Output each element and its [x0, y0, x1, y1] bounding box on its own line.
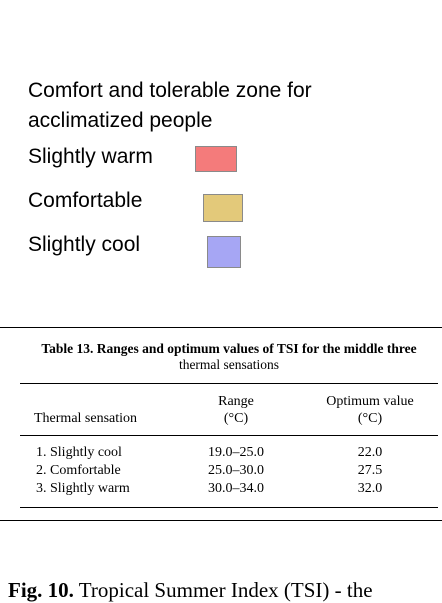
- header-bottom-rule: [20, 435, 438, 436]
- table-end-rule: [0, 520, 442, 521]
- legend-item-slightly-warm: Slightly warm: [28, 142, 388, 186]
- cell-sensation: 3. Slightly warm: [36, 481, 130, 496]
- table-top-rule: [0, 327, 442, 328]
- header-optimum-label: Optimum value: [326, 394, 414, 409]
- header-optimum: Optimum value (°C): [312, 393, 428, 427]
- header-thermal-sensation: Thermal sensation: [34, 411, 138, 426]
- table-caption-line1: Table 13. Ranges and optimum values of T…: [41, 341, 417, 356]
- legend-label: Slightly cool: [28, 233, 141, 256]
- table-bottom-rule: [20, 507, 438, 508]
- table-caption: Table 13. Ranges and optimum values of T…: [20, 341, 438, 373]
- cell-range: 30.0–34.0: [208, 481, 264, 496]
- slightly-cool-swatch: [207, 236, 241, 268]
- legend-label: Comfortable: [28, 189, 143, 212]
- cell-optimum: 32.0: [357, 481, 383, 496]
- figure-caption: Fig. 10. Tropical Summer Index (TSI) - t…: [8, 578, 442, 603]
- cell-range: 25.0–30.0: [208, 463, 264, 478]
- figure-caption-text: Tropical Summer Index (TSI) - the: [73, 578, 373, 602]
- table-row: 2. Comfortable 25.0–30.0 27.5: [0, 463, 442, 482]
- comfortable-swatch: [203, 194, 243, 222]
- legend-label: Slightly warm: [28, 145, 153, 168]
- header-range: Range (°C): [196, 393, 276, 427]
- cell-optimum: 22.0: [357, 445, 383, 460]
- legend-item-slightly-cool: Slightly cool: [28, 230, 388, 274]
- header-optimum-unit: (°C): [357, 411, 383, 426]
- cell-optimum: 27.5: [357, 463, 383, 478]
- table-row: 3. Slightly warm 30.0–34.0 32.0: [0, 481, 442, 500]
- header-range-unit: (°C): [223, 411, 249, 426]
- slightly-warm-swatch: [195, 146, 237, 172]
- legend-item-comfortable: Comfortable: [28, 186, 388, 230]
- table-caption-line2: thermal sensations: [178, 357, 280, 372]
- legend: Comfort and tolerable zone for acclimati…: [28, 76, 388, 274]
- cell-sensation: 2. Comfortable: [36, 463, 121, 478]
- cell-sensation: 1. Slightly cool: [36, 445, 122, 460]
- figure-label: Fig. 10.: [8, 578, 74, 602]
- legend-title: Comfort and tolerable zone for acclimati…: [28, 79, 312, 132]
- header-range-label: Range: [218, 394, 254, 409]
- cell-range: 19.0–25.0: [208, 445, 264, 460]
- header-top-rule: [20, 383, 438, 384]
- table-row: 1. Slightly cool 19.0–25.0 22.0: [0, 445, 442, 464]
